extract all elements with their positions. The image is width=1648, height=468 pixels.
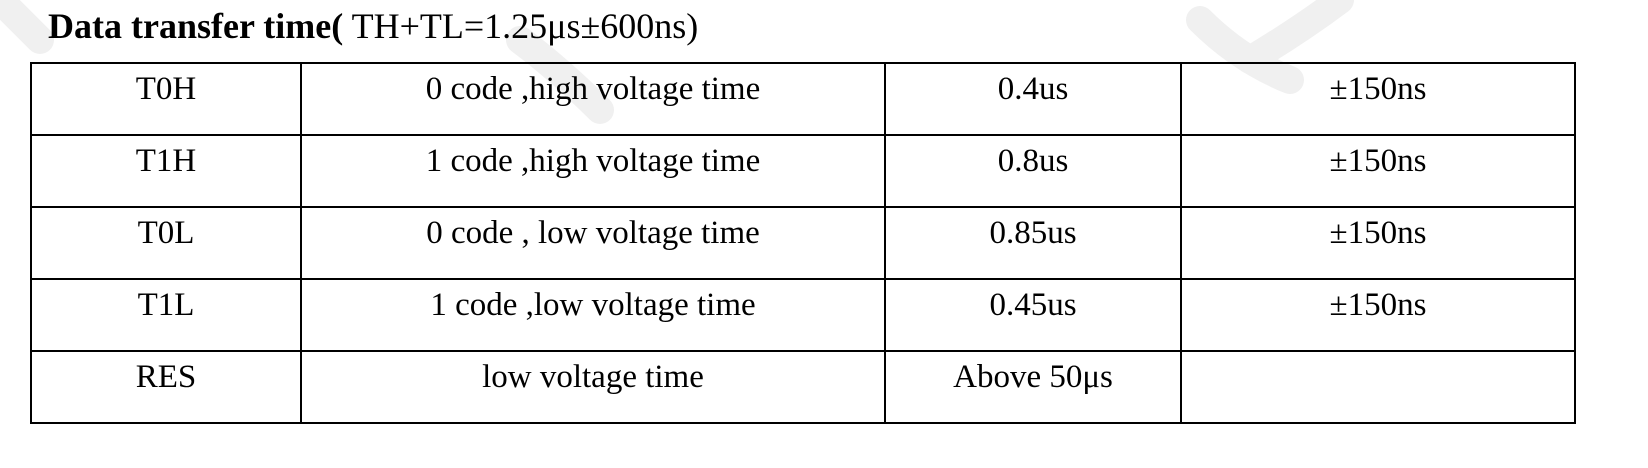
timing-table: T0H 0 code ,high voltage time 0.4us ±150… bbox=[30, 62, 1576, 424]
cell-value: 0.4us bbox=[884, 62, 1182, 136]
table-row: T1H 1 code ,high voltage time 0.8us ±150… bbox=[30, 134, 1576, 208]
section-heading: Data transfer time( TH+TL=1.25μs±600ns) bbox=[48, 0, 698, 52]
cell-name: RES bbox=[30, 350, 302, 424]
cell-value: 0.85us bbox=[884, 206, 1182, 280]
cell-tolerance: ±150ns bbox=[1180, 134, 1576, 208]
cell-value: 0.8us bbox=[884, 134, 1182, 208]
cell-tolerance: ±150ns bbox=[1180, 62, 1576, 136]
cell-name: T0L bbox=[30, 206, 302, 280]
cell-name: T0H bbox=[30, 62, 302, 136]
cell-description: low voltage time bbox=[300, 350, 886, 424]
cell-name: T1L bbox=[30, 278, 302, 352]
cell-value: 0.45us bbox=[884, 278, 1182, 352]
cell-description: 1 code ,low voltage time bbox=[300, 278, 886, 352]
table-row: T0L 0 code , low voltage time 0.85us ±15… bbox=[30, 206, 1576, 280]
table-row: T1L 1 code ,low voltage time 0.45us ±150… bbox=[30, 278, 1576, 352]
cell-tolerance bbox=[1180, 350, 1576, 424]
cell-value: Above 50μs bbox=[884, 350, 1182, 424]
cell-description: 1 code ,high voltage time bbox=[300, 134, 886, 208]
table-row: T0H 0 code ,high voltage time 0.4us ±150… bbox=[30, 62, 1576, 136]
heading-formula-text: TH+TL=1.25μs±600ns) bbox=[343, 6, 699, 46]
cell-description: 0 code , low voltage time bbox=[300, 206, 886, 280]
table-row: RES low voltage time Above 50μs bbox=[30, 350, 1576, 424]
cell-description: 0 code ,high voltage time bbox=[300, 62, 886, 136]
cell-tolerance: ±150ns bbox=[1180, 278, 1576, 352]
cell-name: T1H bbox=[30, 134, 302, 208]
heading-bold-text: Data transfer time( bbox=[48, 6, 344, 46]
cell-tolerance: ±150ns bbox=[1180, 206, 1576, 280]
